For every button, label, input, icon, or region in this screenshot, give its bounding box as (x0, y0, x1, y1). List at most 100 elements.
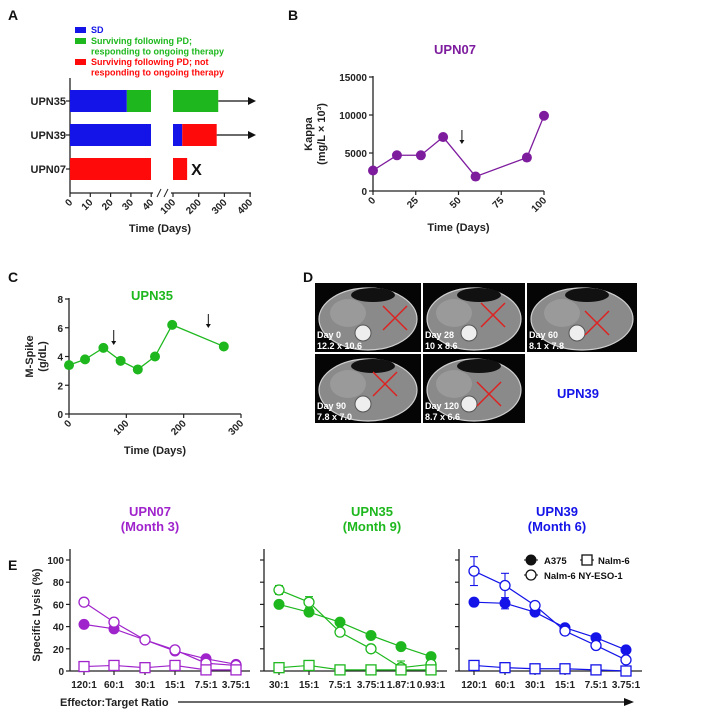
y-tick-label-e: 40 (53, 623, 65, 634)
data-point (64, 360, 74, 371)
chart-subtitle-e: (Month 6) (528, 519, 586, 534)
bar-segment-upn39 (70, 124, 151, 146)
series-line (83, 664, 236, 671)
series-nalm-6 (273, 659, 437, 676)
y-tick-label-e: 60 (53, 600, 65, 611)
chart-title-e: UPN39 (536, 504, 578, 519)
bar-segment-upn35 (173, 90, 219, 112)
y-tick-label: 8 (57, 295, 63, 306)
ct-bowel-gas (351, 359, 395, 373)
series-nalm-6 (468, 659, 632, 677)
data-point (273, 584, 285, 596)
series-a375 (273, 598, 437, 663)
data-point (169, 644, 181, 656)
y-tick-label: 15000 (339, 73, 367, 84)
x-tick-label-a: 100 (159, 197, 179, 217)
x-tick-label-e: 60:1 (104, 680, 124, 691)
lesion-marker (382, 305, 408, 331)
ct-bowel-gas (351, 288, 395, 302)
data-point (620, 644, 632, 656)
series-nalm-6-ny-eso-1 (468, 556, 632, 666)
scan-size-label: 8.7 x 6.6 (425, 412, 460, 422)
panel-letter-b: B (288, 7, 298, 23)
data-point (415, 150, 426, 161)
legend-label-nalm6: Nalm-6 (598, 556, 630, 567)
x-axis-title: Time (Days) (427, 222, 489, 234)
x-tick-label-a: 400 (236, 197, 256, 217)
data-point (590, 664, 602, 676)
ct-liver (330, 370, 366, 398)
y-tick-label-e: 0 (58, 667, 64, 678)
series-nalm-6-ny-eso-1 (273, 584, 437, 675)
legend-swatch-a (75, 38, 86, 44)
x-tick-label-a: 40 (141, 197, 157, 213)
legend-marker-a375 (525, 554, 537, 566)
data-point (303, 606, 315, 618)
lesion-marker (476, 381, 502, 407)
x-tick-label-e: 15:1 (299, 680, 319, 691)
ongoing-arrow-head (248, 131, 256, 139)
legend-label-a: SD (91, 25, 104, 35)
lesion-marker (480, 302, 506, 328)
data-point (150, 351, 160, 362)
legend-label-a375: A375 (544, 556, 567, 567)
data-point (470, 171, 481, 182)
data-point (395, 664, 407, 676)
y-tick-label: 6 (57, 324, 63, 335)
scan-size-label: 8.1 x 7.8 (529, 341, 564, 351)
x-tick-label-e: 120:1 (71, 680, 97, 691)
data-point (590, 639, 602, 652)
panel-letter-e: E (8, 557, 17, 573)
lesion-marker (372, 371, 398, 397)
x-tick-label: 300 (227, 418, 247, 438)
chart-title-e: UPN07 (129, 504, 171, 519)
x-tick-label-e: 15:1 (165, 680, 185, 691)
x-tick-label: 50 (448, 195, 464, 211)
bar-segment-upn07 (70, 158, 151, 180)
series-line (473, 570, 627, 661)
data-point (334, 616, 346, 628)
data-point (132, 364, 143, 375)
bar-segment-upn35 (126, 90, 151, 112)
data-point (391, 150, 402, 161)
data-point (334, 664, 346, 676)
ct-bowel-gas (457, 288, 501, 302)
ct-spine (460, 324, 478, 342)
y-tick-label: 0 (361, 187, 367, 198)
ct-spine (568, 324, 586, 342)
legend-marker-nalm6-nyeso1 (525, 569, 537, 581)
series-line (473, 601, 627, 651)
data-point (303, 596, 315, 608)
y-tick-label: 0 (57, 410, 63, 421)
x-tick-label: 25 (405, 195, 421, 211)
data-point (529, 599, 541, 612)
x-axis-title: Time (Days) (124, 445, 186, 457)
treatment-arrow-head (205, 324, 211, 328)
data-point (115, 355, 126, 366)
x-tick-label-e: 3.75:1 (357, 680, 386, 691)
ct-bowel-gas (565, 288, 609, 302)
data-point (468, 596, 480, 608)
x-tick-label: 75 (491, 195, 507, 211)
series-line (278, 664, 431, 671)
data-point (529, 663, 541, 675)
y-tick-label: 4 (57, 353, 63, 364)
data-line (372, 115, 545, 178)
bar-segment-upn39 (173, 124, 183, 146)
data-line (68, 324, 225, 371)
x-tick-label-e: 30:1 (269, 680, 289, 691)
chart-subtitle-e: (Month 3) (121, 519, 179, 534)
legend-label-a: responding to ongoing therapy (91, 68, 224, 78)
data-point (438, 132, 449, 143)
x-tick-label-a: 0 (63, 197, 75, 209)
y-tick-label-e: 20 (53, 645, 65, 656)
data-point (139, 634, 151, 646)
y-tick-label: 5000 (345, 149, 368, 160)
x-tick-label: 200 (169, 418, 189, 438)
row-label-upn39: UPN39 (31, 130, 66, 142)
data-point (365, 629, 377, 641)
x-tick-label: 0 (366, 195, 378, 207)
